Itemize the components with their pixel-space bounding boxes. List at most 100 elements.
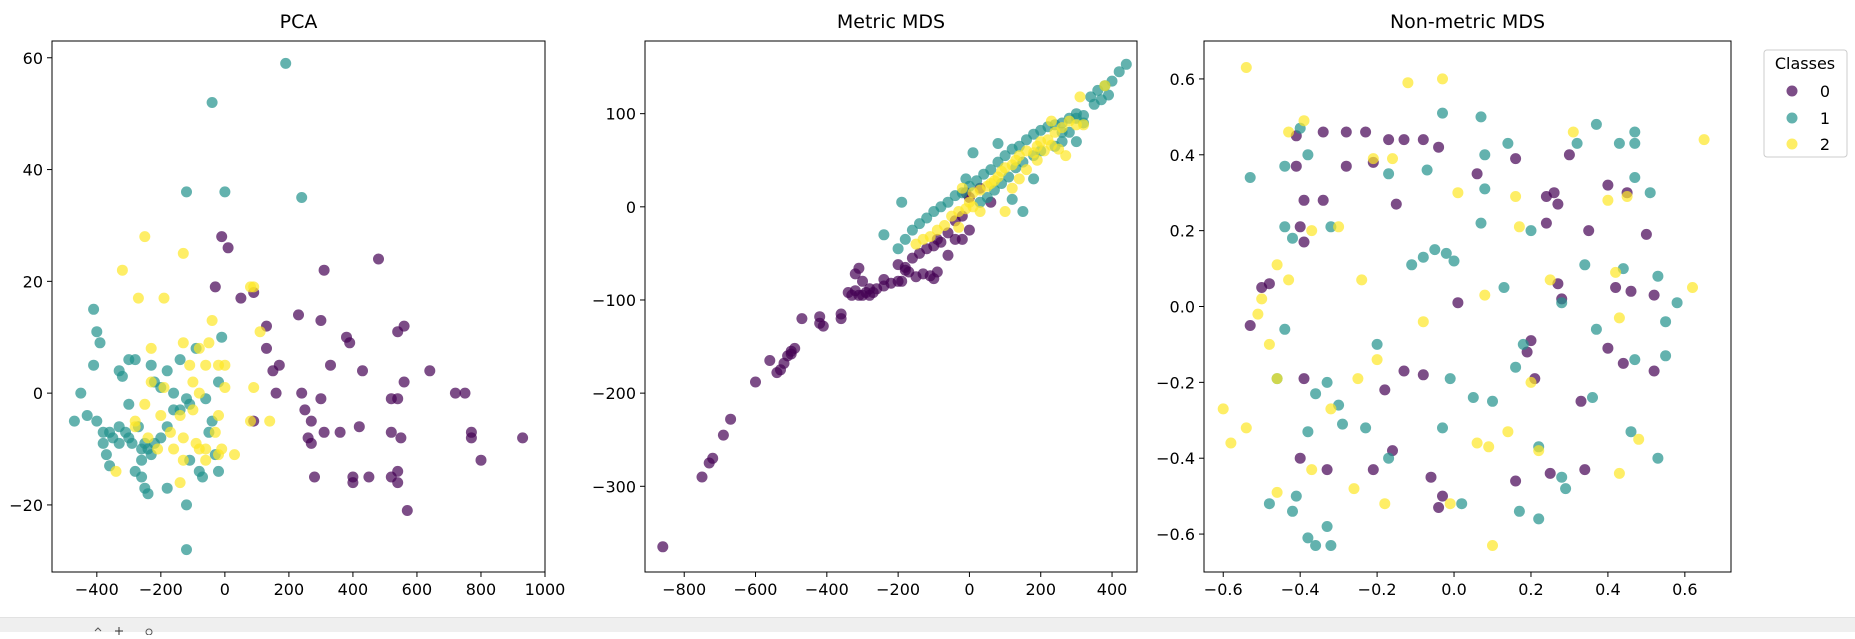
pan-icon[interactable]: [115, 620, 123, 635]
point-class-1: [1302, 426, 1314, 438]
point-class-0: [315, 315, 327, 326]
point-class-2: [110, 465, 122, 477]
home-icon[interactable]: [94, 620, 102, 632]
figure-toolbar: [0, 617, 1855, 636]
point-class-0: [216, 231, 228, 243]
pca-x-tick-label: 600: [402, 580, 433, 599]
metric-mds-x-tick-label: −400: [805, 580, 849, 599]
legend-marker-class-2: [1786, 138, 1798, 150]
pca-x-tick-label: 400: [338, 580, 369, 599]
point-class-1: [878, 229, 890, 241]
point-class-2: [1417, 316, 1429, 328]
point-class-2: [1483, 441, 1495, 453]
point-class-0: [1617, 357, 1629, 369]
point-class-1: [91, 415, 103, 427]
point-class-1: [136, 454, 148, 466]
point-class-0: [1510, 475, 1522, 487]
point-class-1: [68, 415, 80, 427]
point-class-2: [1006, 182, 1018, 194]
point-class-0: [1602, 179, 1614, 191]
point-class-1: [174, 354, 186, 366]
point-class-1: [1498, 282, 1510, 293]
point-class-1: [75, 387, 87, 399]
pca-y-tick-label: 40: [23, 161, 43, 180]
legend-marker-class-0: [1786, 85, 1798, 97]
point-class-2: [200, 443, 212, 455]
point-class-1: [123, 398, 135, 410]
point-class-0: [1540, 217, 1552, 229]
point-class-0: [931, 266, 943, 278]
legend-label-class-2: 2: [1820, 135, 1830, 154]
point-class-2: [1402, 77, 1414, 89]
pca-axes-frame: [51, 40, 546, 573]
pca-points: [68, 57, 529, 556]
point-class-0: [1625, 285, 1637, 297]
point-class-2: [1074, 91, 1086, 103]
point-class-0: [1383, 134, 1395, 146]
point-class-0: [392, 477, 404, 489]
point-class-0: [871, 283, 883, 295]
point-class-1: [113, 365, 125, 377]
point-class-2: [190, 437, 202, 449]
point-class-2: [209, 426, 221, 438]
point-class-1: [1383, 168, 1395, 180]
nonmetric-mds-title: Non-metric MDS: [1390, 11, 1545, 33]
point-class-1: [1429, 244, 1441, 256]
pca-x-tick-label: −200: [139, 580, 183, 599]
point-class-1: [1406, 259, 1418, 271]
nonmetric-mds-x-tick-label: −0.4: [1281, 580, 1320, 599]
point-class-2: [264, 415, 276, 427]
point-class-2: [1687, 282, 1698, 293]
point-class-0: [1437, 490, 1448, 502]
point-class-2: [956, 182, 968, 194]
point-class-2: [203, 337, 215, 349]
point-class-0: [1425, 471, 1437, 483]
point-class-0: [347, 477, 359, 489]
point-class-2: [193, 387, 205, 399]
point-class-1: [892, 243, 904, 255]
point-class-0: [475, 454, 487, 466]
point-class-2: [1510, 191, 1522, 202]
point-class-0: [1340, 160, 1352, 172]
zoom-icon[interactable]: [145, 620, 153, 636]
point-class-1: [181, 499, 192, 511]
point-class-1: [1325, 540, 1337, 551]
point-class-1: [1629, 126, 1641, 138]
point-class-2: [1698, 134, 1710, 146]
legend-label-class-1: 1: [1820, 109, 1830, 128]
point-class-1: [1321, 521, 1333, 532]
point-class-0: [1298, 373, 1310, 385]
point-class-1: [161, 365, 173, 377]
point-class-0: [296, 387, 308, 399]
point-class-1: [928, 206, 940, 217]
point-class-0: [1417, 134, 1429, 146]
point-class-2: [910, 238, 922, 250]
metric-mds-x-tick-label: −600: [734, 580, 778, 599]
point-class-1: [1383, 452, 1395, 464]
point-class-1: [1587, 392, 1598, 403]
point-class-0: [309, 471, 320, 483]
point-class-2: [1513, 221, 1525, 233]
point-class-2: [193, 342, 205, 354]
point-class-1: [1629, 137, 1641, 149]
point-class-1: [949, 190, 961, 202]
metric-mds-y-tick-label: −100: [592, 291, 636, 310]
point-class-2: [1452, 187, 1464, 199]
metric-mds-x-tick-label: −200: [876, 580, 920, 599]
point-class-0: [853, 262, 865, 274]
point-class-1: [896, 196, 908, 208]
point-class-0: [449, 387, 461, 399]
point-class-0: [424, 365, 436, 377]
point-class-0: [293, 309, 304, 321]
point-class-2: [116, 264, 128, 276]
point-class-0: [1640, 228, 1652, 240]
point-class-0: [963, 224, 975, 236]
nonmetric-mds-points: [1217, 62, 1710, 551]
point-class-1: [161, 482, 173, 494]
point-class-1: [1513, 505, 1525, 517]
pca-x-tick-label: 0: [220, 580, 230, 599]
point-class-2: [206, 315, 218, 326]
point-class-2: [1387, 153, 1398, 165]
point-class-1: [113, 421, 125, 433]
point-class-1: [1371, 338, 1383, 350]
